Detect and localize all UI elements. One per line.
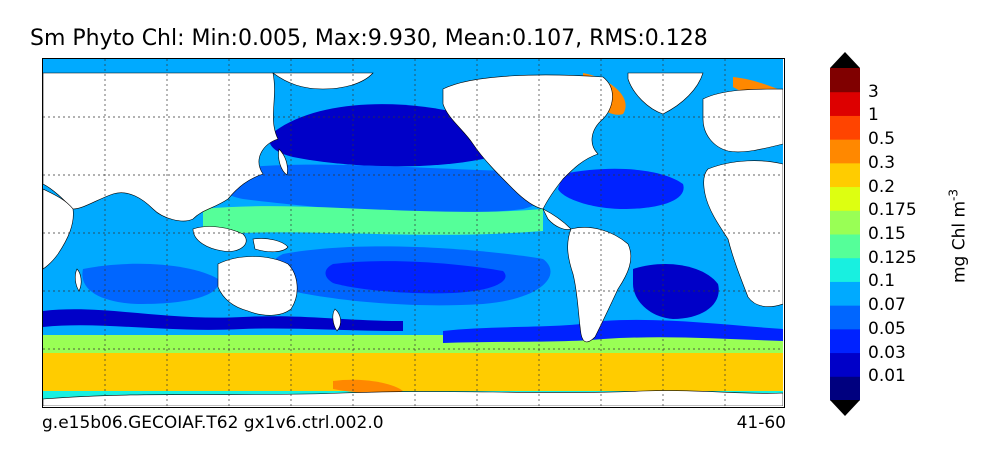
southern-ocean-green-band: [43, 335, 783, 353]
south-pacific-gyre-core: [325, 261, 506, 294]
north-pacific-gyre: [269, 104, 501, 167]
colorbar-segment: [830, 305, 860, 330]
colorbar: [830, 52, 860, 416]
colorbar-tick-label: 0.15: [868, 224, 906, 244]
colorbar-segment: [830, 234, 860, 259]
map-grid: [43, 59, 783, 406]
colorbar-tick-label: 1: [868, 105, 879, 126]
colorbar-segment: [830, 91, 860, 116]
colorbar-segment: [830, 186, 860, 211]
southern-blue-streak: [443, 319, 783, 343]
north-atlantic-gyre: [558, 168, 684, 209]
land-asia: [43, 72, 279, 222]
colorbar-under-arrow: [830, 400, 860, 416]
land-south-america: [567, 227, 632, 343]
colorbar-segment: [830, 257, 860, 282]
land-maritime-asia: [192, 226, 247, 252]
colorbar-segment: [830, 281, 860, 306]
colorbar-tick-label: 0.07: [868, 295, 906, 316]
colorbar-tick-label: 0.2: [868, 176, 896, 197]
land-siberia: [272, 72, 374, 90]
land-new-zealand: [332, 308, 341, 332]
colorbar-tick-label: 0.05: [868, 318, 906, 339]
colorbar-over-arrow: [830, 52, 860, 68]
colorbar-segment: [830, 115, 860, 140]
colorbar-segment: [830, 210, 860, 235]
land-new-guinea: [252, 238, 289, 253]
colorbar-tick-label: 0.175: [868, 200, 917, 221]
colorbar-units-label: mg Chl m-3: [947, 189, 970, 283]
southern-blue-streak: [43, 309, 403, 331]
colorbar-tick-label: 0.125: [868, 247, 917, 268]
colorbar-segment: [830, 328, 860, 354]
land-antarctica: [43, 390, 783, 406]
world-map: [42, 58, 785, 408]
indian-ocean-gyre: [82, 263, 219, 304]
colorbar-tick-label: 0.01: [868, 366, 906, 387]
land-africa-east: [43, 188, 74, 270]
land-north-america: [442, 74, 613, 210]
run-name-caption: g.e15b06.GECOIAF.T62 gx1v6.ctrl.002.0: [42, 413, 384, 433]
colorbar-units-text: mg Chl m: [949, 200, 970, 284]
land-africa: [703, 160, 783, 307]
colorbar-segment: [830, 376, 860, 401]
colorbar-tick-label: 0.3: [868, 152, 896, 173]
land-japan: [278, 148, 288, 176]
colorbar-segment: [830, 162, 860, 188]
colorbar-segment: [830, 352, 860, 377]
colorbar-units-exponent: -3: [946, 188, 961, 201]
arctic-band: [43, 59, 783, 73]
colorbar-tick-label: 0.1: [868, 271, 896, 292]
colorbar-tick-label: 3: [868, 81, 879, 102]
colorbar-tick-label: 0.5: [868, 129, 896, 150]
south-high-chl: [333, 379, 403, 394]
colorbar-segment: [830, 139, 860, 164]
colorbar-segment: [830, 68, 860, 93]
plot-title: Sm Phyto Chl: Min:0.005, Max:9.930, Mean…: [30, 26, 708, 51]
year-range-caption: 41-60: [736, 413, 786, 433]
north-pacific-gyre-outer: [218, 164, 549, 214]
colorbar-tick-label: 0.03: [868, 342, 906, 363]
tropical-green-band: [203, 206, 543, 235]
southern-ocean-yellow-band: [43, 351, 783, 391]
south-atlantic-gyre: [633, 264, 719, 319]
land-europe: [702, 88, 783, 153]
